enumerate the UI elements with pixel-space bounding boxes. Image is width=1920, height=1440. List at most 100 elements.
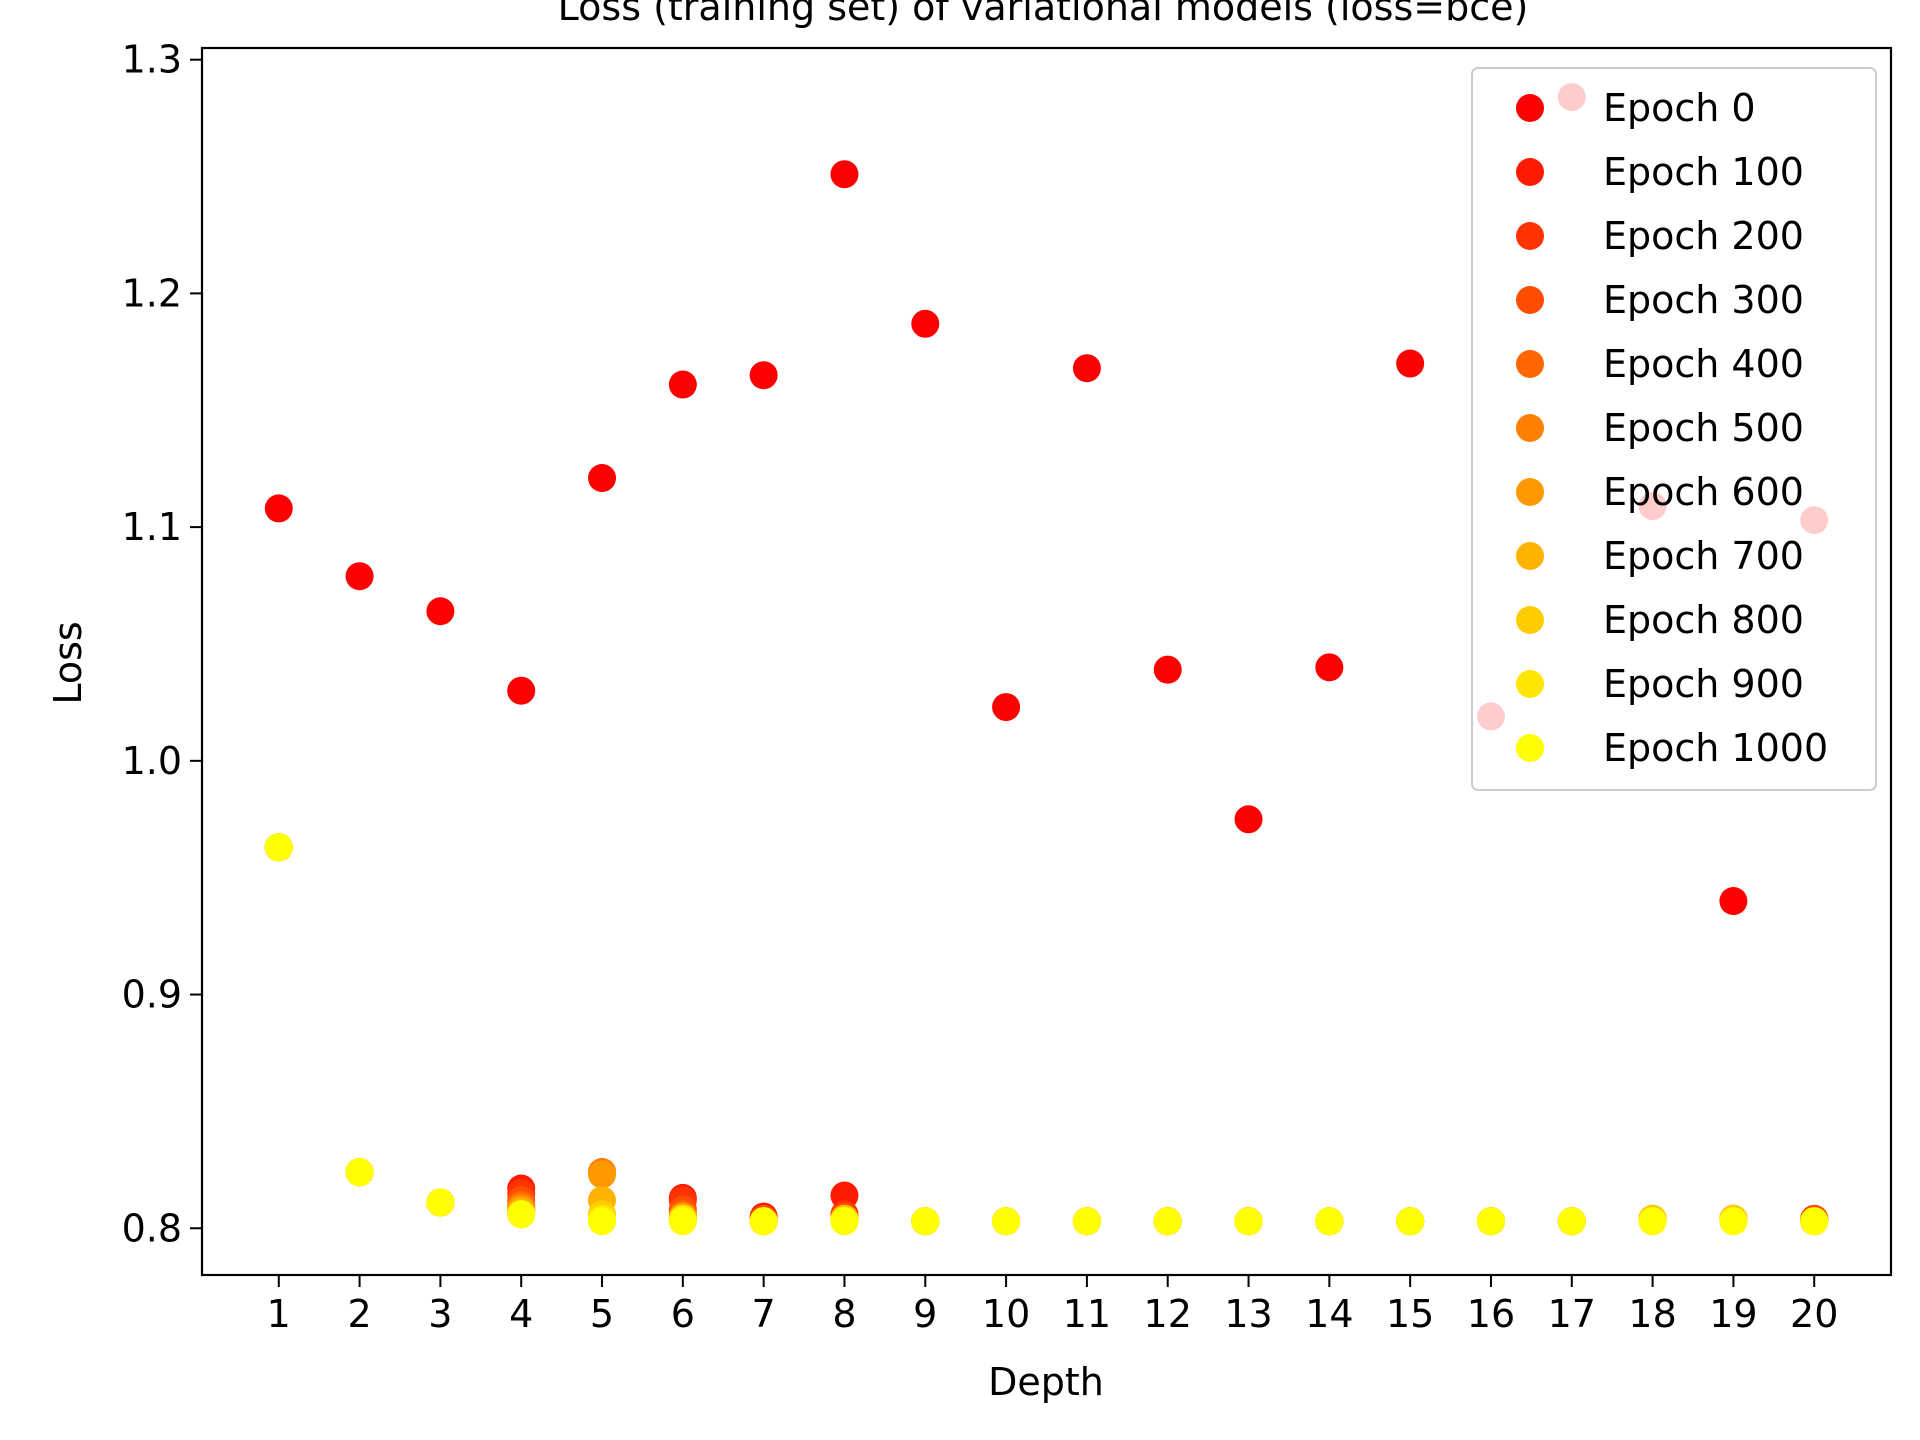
data-point <box>830 160 859 189</box>
data-point <box>588 464 617 493</box>
data-point <box>345 562 374 591</box>
legend-marker <box>1516 606 1544 634</box>
legend-box <box>1471 67 1877 791</box>
x-tick-label: 4 <box>509 1292 533 1336</box>
data-point <box>668 1207 697 1236</box>
x-tick-label: 9 <box>913 1292 937 1336</box>
x-axis-label: Depth <box>988 1360 1104 1404</box>
data-point <box>588 1207 617 1236</box>
x-tick-label: 6 <box>671 1292 695 1336</box>
legend-label: Epoch 800 <box>1603 598 1804 642</box>
series-epoch-6 <box>264 833 1829 1236</box>
data-point <box>668 370 697 399</box>
x-tick-label: 5 <box>590 1292 614 1336</box>
data-point <box>911 309 940 338</box>
data-point <box>1396 349 1425 378</box>
legend-label: Epoch 900 <box>1603 662 1804 706</box>
legend-marker <box>1516 158 1544 186</box>
legend-marker <box>1516 222 1544 250</box>
x-tick-label: 3 <box>428 1292 452 1336</box>
data-point <box>992 693 1021 722</box>
legend-marker <box>1516 350 1544 378</box>
legend-label: Epoch 600 <box>1603 470 1804 514</box>
legend-marker <box>1516 478 1544 506</box>
data-point <box>1557 1207 1586 1236</box>
series-epoch-5 <box>264 833 1829 1236</box>
x-tick-label: 14 <box>1305 1292 1353 1336</box>
x-axis: 1 2 3 4 5 6 7 8 9 10 11 12 13 14 15 16 17 18 19 20 <box>267 1275 1838 1336</box>
legend-marker <box>1516 542 1544 570</box>
x-tick-label: 10 <box>982 1292 1030 1336</box>
series-epoch-1 <box>264 833 1829 1236</box>
data-point <box>1072 354 1101 383</box>
y-tick-label: 1.2 <box>122 271 182 315</box>
data-point <box>1234 805 1263 834</box>
data-point <box>264 833 293 862</box>
series-epoch-2 <box>264 833 1829 1236</box>
series-epoch-4 <box>264 833 1829 1236</box>
legend-label: Epoch 200 <box>1603 214 1804 258</box>
data-point <box>1638 1207 1667 1236</box>
data-point <box>588 1160 617 1189</box>
x-tick-label: 12 <box>1144 1292 1192 1336</box>
x-tick-label: 1 <box>267 1292 291 1336</box>
data-point <box>1315 653 1344 682</box>
data-point <box>1719 887 1748 916</box>
data-point <box>992 1207 1021 1236</box>
series-epoch-7 <box>264 833 1829 1236</box>
data-point <box>911 1207 940 1236</box>
data-point <box>1800 1207 1829 1236</box>
data-point <box>426 597 455 626</box>
x-tick-label: 13 <box>1224 1292 1272 1336</box>
plot-area-frame <box>200 46 1893 1277</box>
data-point <box>1396 1207 1425 1236</box>
y-tick-label: 1.0 <box>122 739 182 783</box>
x-tick-label: 17 <box>1548 1292 1596 1336</box>
x-tick-label: 15 <box>1386 1292 1434 1336</box>
x-tick-label: 16 <box>1467 1292 1515 1336</box>
legend-label: Epoch 0 <box>1603 86 1756 130</box>
x-tick-label: 18 <box>1628 1292 1676 1336</box>
series-epoch-10 <box>264 833 1829 1236</box>
legend-label: Epoch 500 <box>1603 406 1804 450</box>
y-tick-label: 1.1 <box>122 505 182 549</box>
data-point <box>1072 1207 1101 1236</box>
legend-label: Epoch 400 <box>1603 342 1804 386</box>
legend-label: Epoch 700 <box>1603 534 1804 578</box>
data-point <box>749 1207 778 1236</box>
legend-marker <box>1516 286 1544 314</box>
series-epoch-9 <box>264 833 1829 1236</box>
data-point <box>507 676 536 705</box>
x-tick-label: 20 <box>1790 1292 1838 1336</box>
data-point <box>345 1158 374 1187</box>
legend-marker <box>1516 734 1544 762</box>
data-point <box>1234 1207 1263 1236</box>
data-point <box>1476 1207 1505 1236</box>
legend-label: Epoch 1000 <box>1603 726 1828 770</box>
legend-marker <box>1516 670 1544 698</box>
x-tick-label: 2 <box>347 1292 371 1336</box>
legend-label: Epoch 300 <box>1603 278 1804 322</box>
chart-title: Loss (training set) of variational model… <box>558 0 1529 29</box>
data-point <box>830 1207 859 1236</box>
data-point <box>1315 1207 1344 1236</box>
series-epoch-3 <box>264 833 1829 1236</box>
marks-layer <box>264 83 1829 1236</box>
y-tick-label: 0.9 <box>122 973 182 1017</box>
legend-marker <box>1516 414 1544 442</box>
data-point <box>1153 655 1182 684</box>
data-point <box>1719 1207 1748 1236</box>
legend: Epoch 0 Epoch 100 Epoch 200 Epoch 300 Epoch … <box>1471 67 1877 791</box>
x-tick-label: 7 <box>752 1292 776 1336</box>
data-point <box>749 361 778 390</box>
x-tick-label: 11 <box>1063 1292 1111 1336</box>
data-point <box>507 1200 536 1229</box>
data-point <box>264 494 293 523</box>
y-tick-label: 0.8 <box>122 1206 182 1250</box>
series-epoch-8 <box>264 833 1829 1236</box>
data-point <box>426 1188 455 1217</box>
y-axis: 0.8 0.9 1.0 1.1 1.2 1.3 <box>122 38 202 1250</box>
x-tick-label: 8 <box>832 1292 856 1336</box>
